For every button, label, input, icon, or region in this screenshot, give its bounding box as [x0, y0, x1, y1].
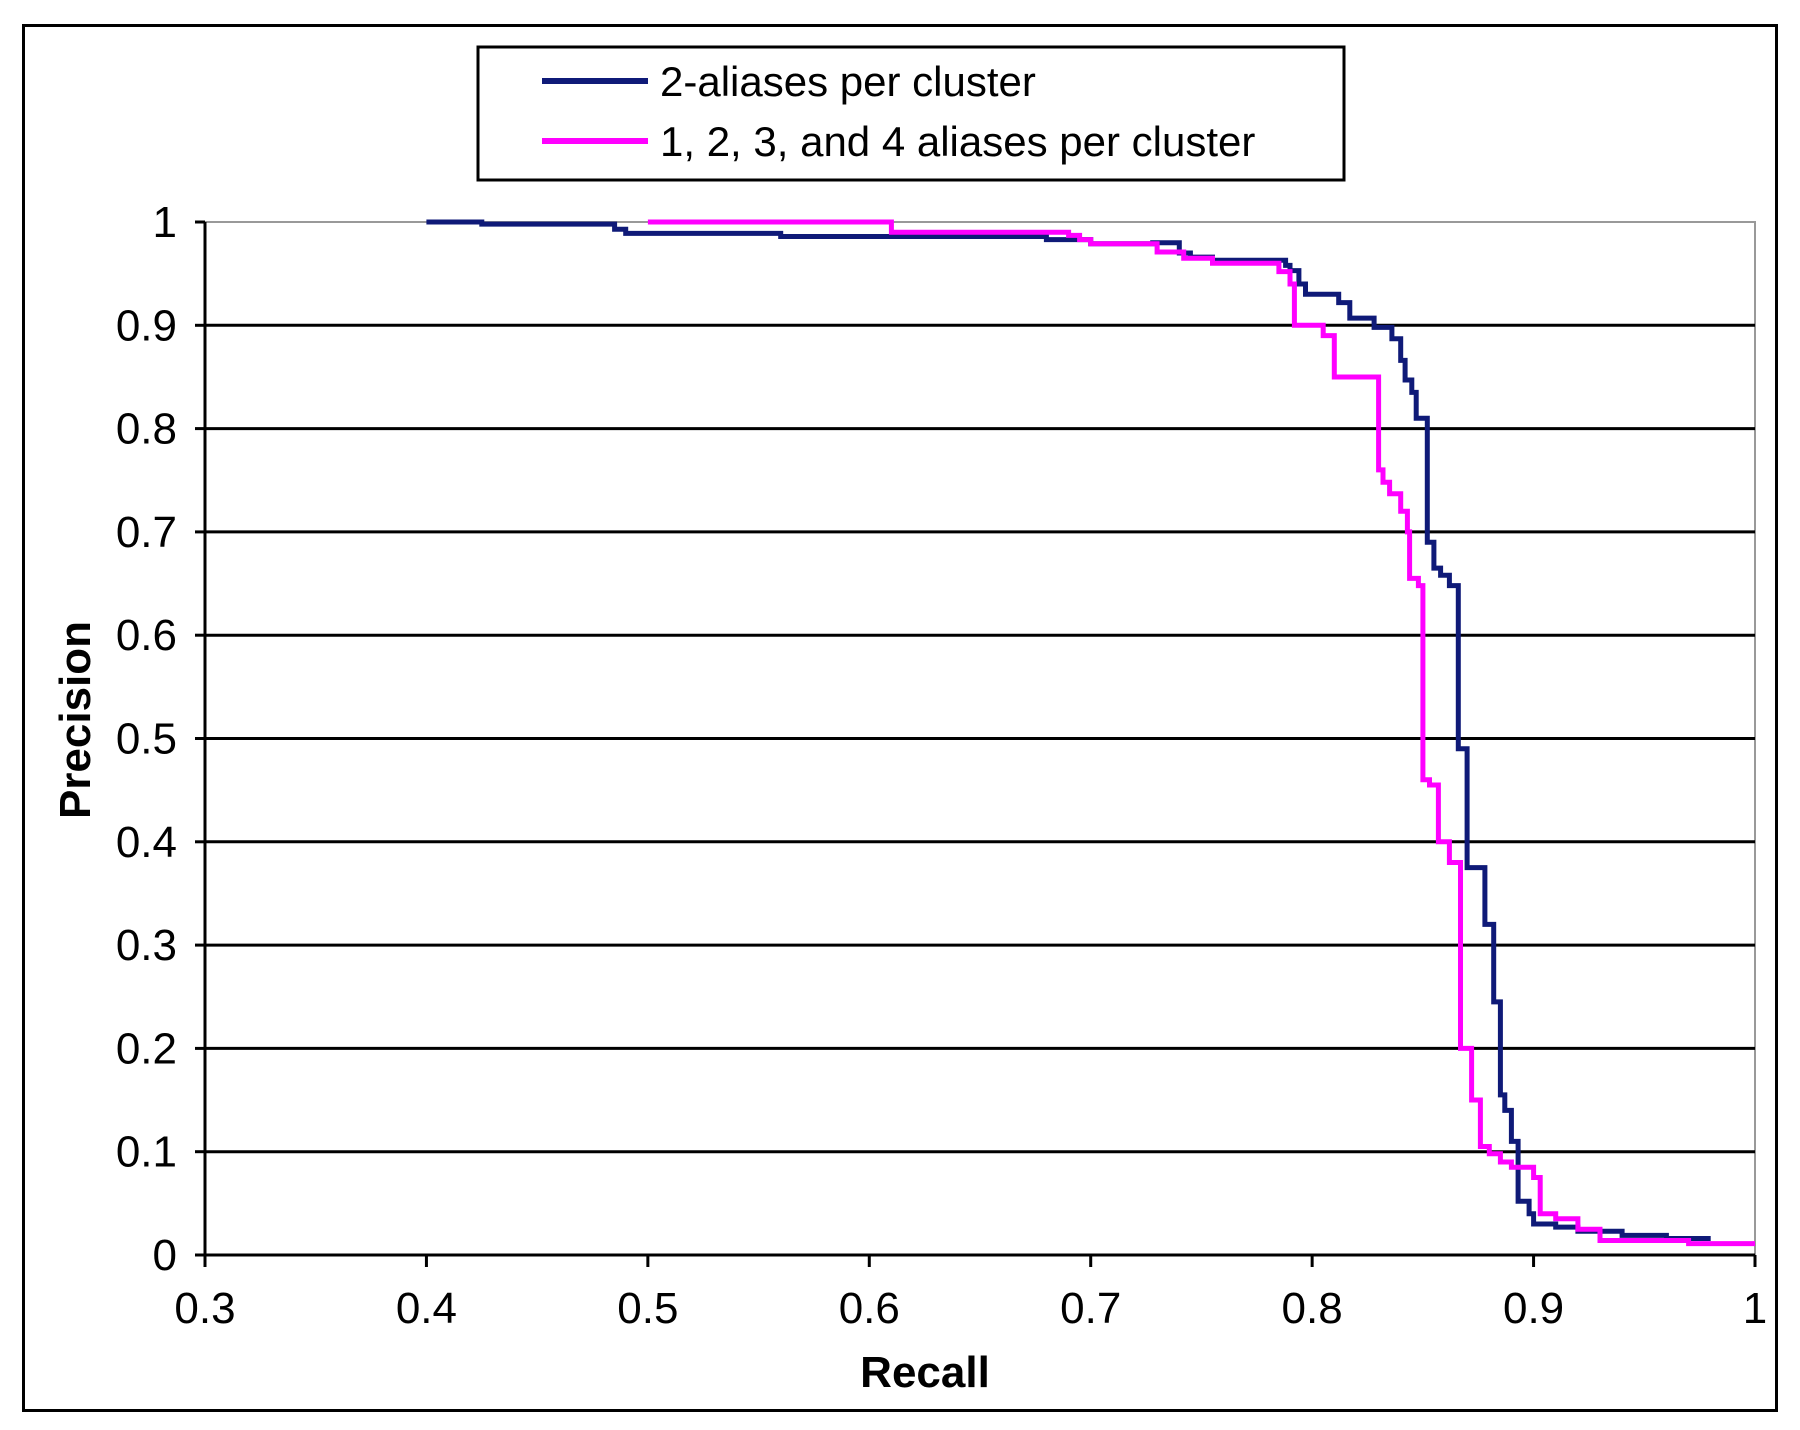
- x-tick-label: 0.5: [617, 1284, 678, 1333]
- y-tick-label: 0.1: [116, 1128, 177, 1177]
- x-tick-label: 1: [1743, 1284, 1767, 1333]
- y-tick-label: 0.5: [116, 715, 177, 764]
- x-axis-title: Recall: [860, 1348, 990, 1397]
- y-tick-label: 0.4: [116, 818, 177, 867]
- legend-box: [476, 45, 1346, 182]
- y-tick-label: 0: [153, 1231, 177, 1280]
- y-tick-label: 1: [153, 198, 177, 247]
- x-tick-label: 0.7: [1060, 1284, 1121, 1333]
- legend-label-2: 1, 2, 3, and 4 aliases per cluster: [660, 118, 1255, 165]
- y-tick-label: 0.7: [116, 508, 177, 557]
- y-tick-label: 0.6: [116, 611, 177, 660]
- x-tick-label: 0.6: [839, 1284, 900, 1333]
- y-axis-title: Precision: [51, 621, 100, 819]
- y-tick-label: 0.9: [116, 301, 177, 350]
- series-line-2: [647, 219, 1755, 1247]
- y-tick-label: 0.8: [116, 405, 177, 454]
- x-tick-label: 0.9: [1503, 1284, 1564, 1333]
- x-tick-label: 0.3: [174, 1284, 235, 1333]
- legend-label-1: 2-aliases per cluster: [660, 58, 1036, 105]
- x-tick-label: 0.4: [396, 1284, 457, 1333]
- x-tick-label: 0.8: [1282, 1284, 1343, 1333]
- y-tick-label: 0.3: [116, 921, 177, 970]
- y-tick-label: 0.2: [116, 1024, 177, 1073]
